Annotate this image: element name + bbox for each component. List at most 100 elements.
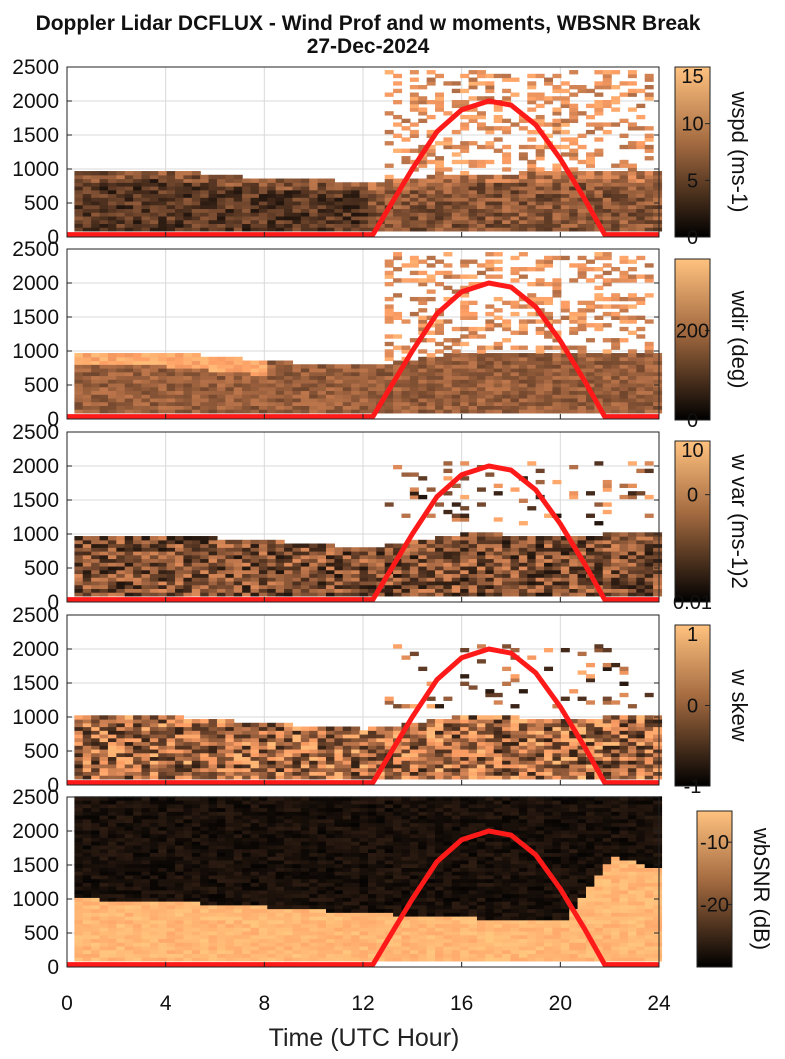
heatmap-cell: [300, 397, 310, 403]
heatmap-cell: [200, 734, 210, 739]
heatmap-cell: [107, 356, 117, 362]
heatmap-cell: [644, 592, 654, 597]
heatmap-cell: [401, 401, 411, 406]
heatmap-cell: [409, 255, 419, 261]
heatmap-cell: [485, 368, 495, 373]
heatmap-cell: [435, 330, 445, 335]
heatmap-cell: [124, 573, 134, 578]
heatmap-cell: [208, 189, 218, 195]
heatmap-cell: [569, 394, 579, 399]
heatmap-cell: [74, 356, 84, 362]
heatmap-cell: [535, 118, 545, 124]
heatmap-cell: [460, 513, 470, 518]
heatmap-cell: [124, 756, 134, 761]
heatmap-cell: [74, 539, 84, 545]
heatmap-cell: [275, 584, 285, 589]
heatmap-cell: [476, 502, 486, 507]
heatmap-cell: [451, 483, 461, 489]
heatmap-cell: [384, 193, 394, 198]
heatmap-cell: [292, 409, 302, 414]
heatmap-cell: [267, 577, 277, 582]
heatmap-cell: [183, 405, 193, 410]
heatmap-cell: [124, 551, 134, 556]
heatmap-cell: [175, 565, 185, 571]
heatmap-cell: [544, 334, 554, 339]
heatmap-cell: [149, 592, 159, 597]
heatmap-cell: [518, 405, 528, 410]
heatmap-cell: [619, 197, 629, 202]
heatmap-cell: [510, 212, 520, 217]
heatmap-cell: [107, 745, 117, 750]
heatmap-cell: [183, 353, 193, 358]
heatmap-cell: [267, 539, 277, 545]
heatmap-cell: [510, 368, 520, 373]
heatmap-cell: [493, 573, 503, 578]
heatmap-cell: [476, 270, 486, 276]
heatmap-cell: [149, 178, 159, 183]
heatmap-cell: [175, 174, 185, 180]
heatmap-cell: [82, 401, 92, 406]
heatmap-cell: [435, 573, 445, 578]
heatmap-cell: [99, 726, 109, 731]
heatmap-cell: [284, 752, 294, 758]
heatmap-cell: [141, 208, 151, 213]
heatmap-cell: [627, 144, 637, 150]
heatmap-cell: [326, 543, 335, 548]
heatmap-cell: [133, 364, 143, 369]
heatmap-cell: [250, 577, 260, 582]
heatmap-cell: [149, 752, 159, 758]
heatmap-cell: [611, 182, 621, 187]
heatmap-cell: [275, 386, 285, 392]
heatmap-cell: [510, 704, 520, 709]
heatmap-cell: [418, 270, 428, 276]
heatmap-cell: [585, 338, 595, 343]
heatmap-cell: [527, 565, 537, 571]
heatmap-cell: [544, 133, 554, 138]
heatmap-cell: [518, 554, 528, 560]
heatmap-cell: [527, 547, 537, 552]
heatmap-cell: [149, 547, 159, 552]
heatmap-cell: [476, 96, 486, 101]
heatmap-cell: [468, 197, 478, 202]
heatmap-cell: [208, 584, 218, 589]
heatmap-cell: [191, 178, 201, 183]
heatmap-cell: [124, 722, 134, 728]
heatmap-cell: [216, 390, 226, 395]
heatmap-cell: [418, 737, 428, 743]
heatmap-cell: [476, 364, 486, 369]
heatmap-cell: [342, 745, 352, 750]
heatmap-cell: [334, 371, 344, 377]
heatmap-cell: [418, 386, 428, 392]
heatmap-cell: [636, 174, 646, 180]
heatmap-cell: [468, 409, 478, 414]
heatmap-cell: [133, 178, 143, 183]
heatmap-cell: [577, 592, 587, 597]
heatmap-cell: [208, 719, 218, 724]
heatmap-cell: [460, 752, 470, 758]
heatmap-cell: [502, 118, 512, 124]
colorbar-tick-label: 15: [681, 66, 703, 88]
heatmap-cell: [200, 726, 210, 731]
heatmap-cell: [183, 748, 193, 754]
heatmap-cell: [284, 547, 294, 552]
heatmap-cell: [242, 368, 252, 373]
heatmap-cell: [183, 401, 193, 406]
heatmap-cell: [393, 726, 403, 731]
heatmap-cell: [175, 737, 185, 743]
heatmap-cell: [242, 745, 252, 750]
heatmap-cell: [476, 554, 486, 560]
heatmap-cell: [569, 390, 579, 395]
heatmap-cell: [418, 584, 428, 589]
heatmap-cell: [250, 763, 260, 769]
heatmap-cell: [116, 730, 126, 735]
heatmap-cell: [334, 394, 344, 399]
heatmap-cell: [426, 577, 436, 582]
heatmap-cell: [544, 219, 554, 224]
heatmap-cell: [451, 364, 461, 369]
heatmap-cell: [443, 461, 453, 466]
heatmap-cell: [74, 375, 84, 380]
heatmap-cell: [476, 159, 486, 165]
heatmap-cell: [367, 756, 377, 761]
heatmap-cell: [577, 274, 587, 279]
heatmap-cell: [149, 364, 159, 369]
